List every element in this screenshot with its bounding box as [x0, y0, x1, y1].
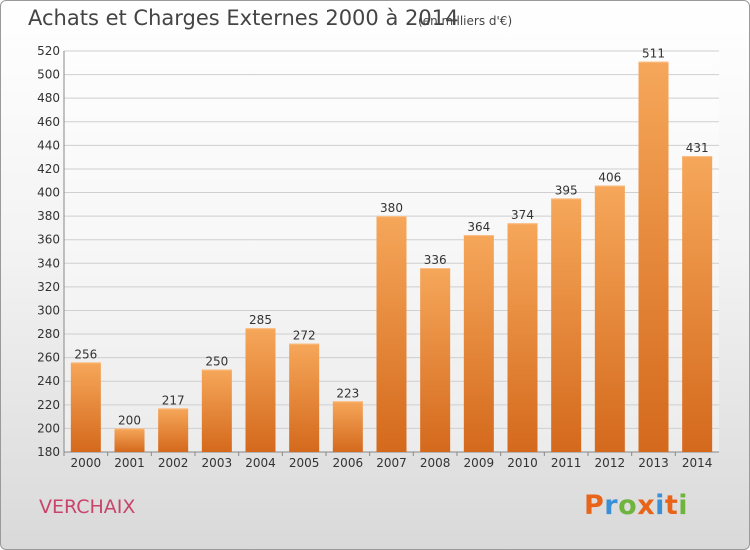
x-tick-label: 2007: [376, 456, 407, 470]
bar: [638, 61, 669, 452]
commune-name: VERCHAIX: [39, 496, 136, 518]
bar-value-label: 217: [162, 393, 185, 407]
logo-letter: o: [618, 490, 638, 521]
logo-letter: r: [604, 490, 619, 521]
y-tick-label: 200: [37, 421, 60, 435]
y-tick-label: 500: [37, 68, 60, 82]
y-tick-label: 380: [37, 209, 60, 223]
bar: [114, 428, 145, 452]
bar: [289, 343, 320, 452]
x-tick-label: 2011: [551, 456, 582, 470]
bar: [376, 216, 407, 452]
bar-value-label: 511: [642, 47, 665, 61]
bar: [70, 362, 101, 452]
x-tick-label: 2004: [245, 456, 276, 470]
bar: [332, 401, 363, 452]
y-tick-label: 260: [37, 351, 60, 365]
bar: [551, 198, 582, 452]
bar: [158, 408, 189, 452]
y-tick-label: 480: [37, 91, 60, 105]
bar-value-label: 336: [424, 253, 447, 267]
bar-value-label: 285: [249, 313, 272, 327]
y-tick-label: 400: [37, 186, 60, 200]
bar-value-label: 395: [555, 183, 578, 197]
bar: [507, 223, 538, 452]
bar-value-label: 380: [380, 201, 403, 215]
y-tick-label: 280: [37, 327, 60, 341]
bar-value-label: 250: [205, 354, 228, 368]
bar: [201, 369, 232, 452]
x-tick-label: 2005: [289, 456, 320, 470]
bar: [420, 268, 451, 452]
x-tick-label: 2006: [333, 456, 364, 470]
x-tick-label: 2000: [71, 456, 102, 470]
bar-value-label: 406: [598, 170, 621, 184]
bar: [594, 185, 625, 452]
y-tick-label: 420: [37, 162, 60, 176]
logo-letter: i: [655, 490, 665, 521]
bar-value-label: 374: [511, 208, 534, 222]
proxiti-logo[interactable]: Proxiti: [584, 490, 688, 521]
x-tick-label: 2012: [595, 456, 626, 470]
y-tick-label: 520: [37, 44, 60, 58]
x-tick-label: 2013: [638, 456, 669, 470]
x-tick-label: 2009: [464, 456, 495, 470]
bar-value-label: 223: [336, 386, 359, 400]
y-tick-label: 220: [37, 398, 60, 412]
x-tick-label: 2014: [682, 456, 713, 470]
logo-letter: t: [664, 490, 679, 521]
bar-value-label: 364: [467, 220, 490, 234]
bar: [463, 234, 494, 452]
bar-value-label: 256: [74, 347, 97, 361]
x-tick-label: 2001: [114, 456, 145, 470]
y-tick-label: 320: [37, 280, 60, 294]
bar: [682, 155, 713, 452]
x-tick-label: 2008: [420, 456, 451, 470]
y-tick-label: 440: [37, 138, 60, 152]
chart-subtitle: (en milliers d'€): [418, 14, 513, 28]
y-tick-label: 360: [37, 233, 60, 247]
y-tick-label: 180: [37, 445, 60, 459]
y-tick-label: 300: [37, 303, 60, 317]
bar-value-label: 431: [686, 141, 709, 155]
y-tick-label: 240: [37, 374, 60, 388]
x-tick-label: 2002: [158, 456, 189, 470]
logo-letter: i: [678, 490, 689, 521]
y-tick-label: 460: [37, 115, 60, 129]
y-tick-label: 340: [37, 256, 60, 270]
logo-letter: P: [584, 490, 605, 521]
x-tick-label: 2003: [202, 456, 233, 470]
bar: [245, 328, 276, 452]
chart-title: Achats et Charges Externes 2000 à 2014: [28, 6, 459, 30]
logo-letter: x: [637, 490, 656, 521]
x-tick-label: 2010: [507, 456, 538, 470]
bar-value-label: 200: [118, 413, 141, 427]
bar-value-label: 272: [293, 328, 316, 342]
